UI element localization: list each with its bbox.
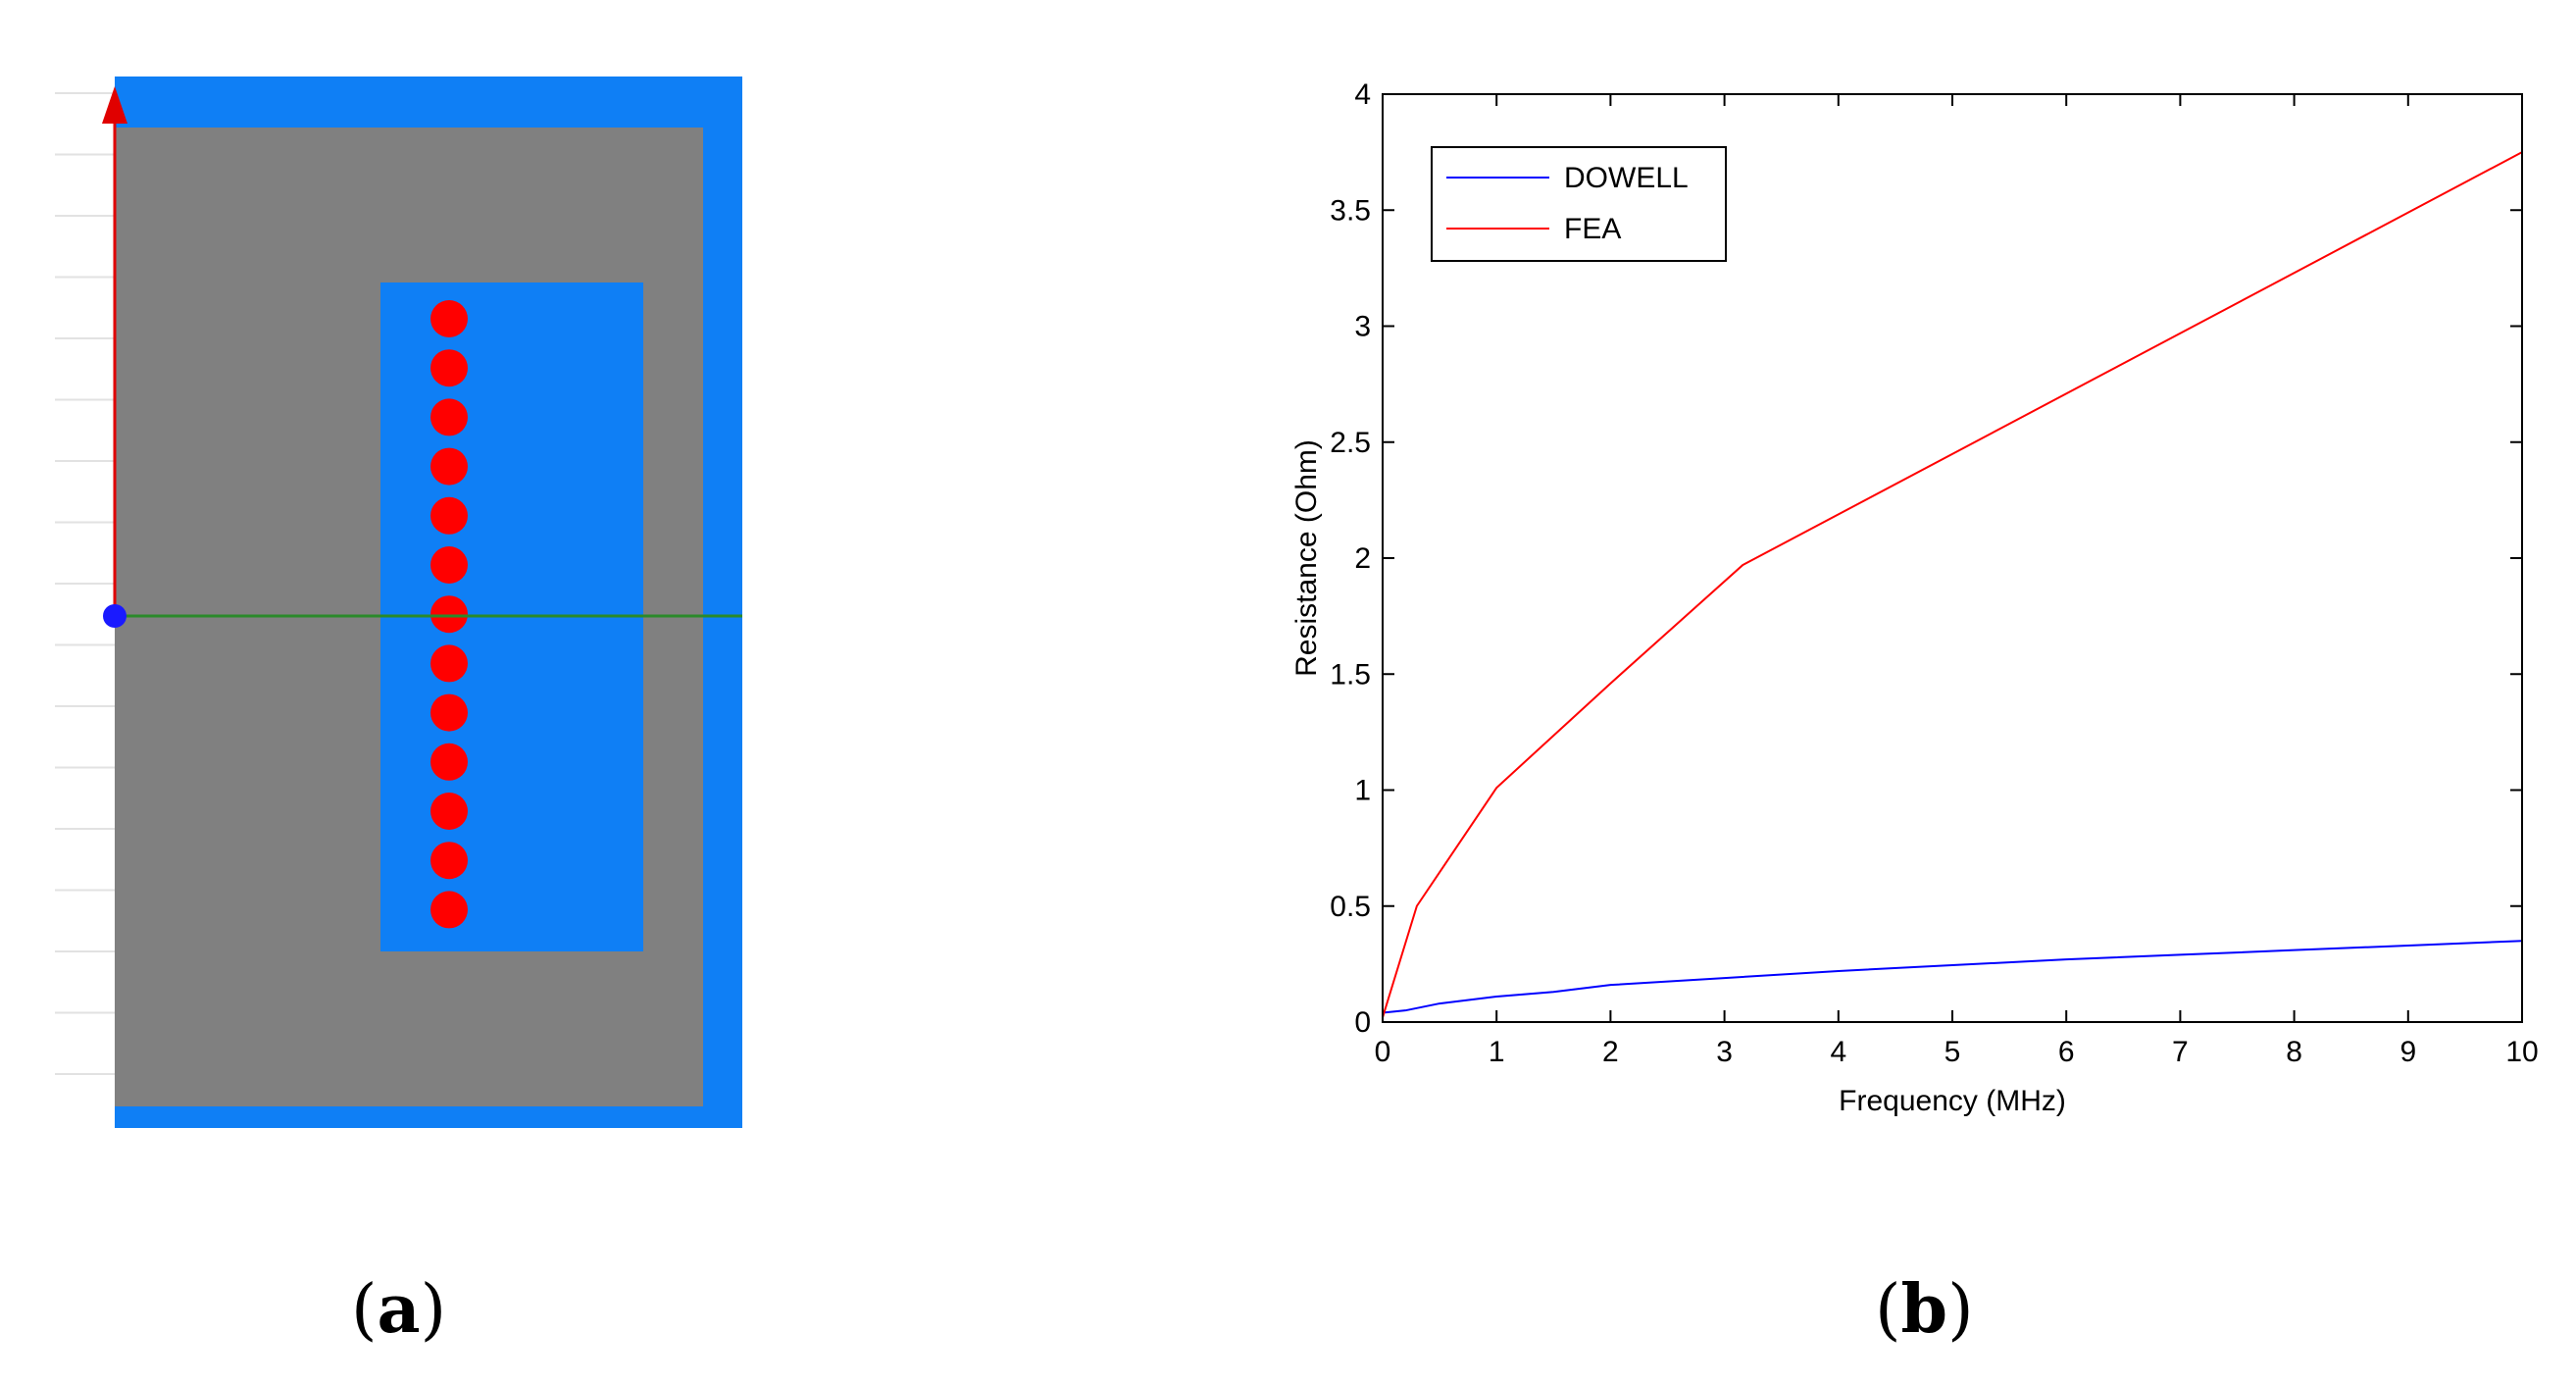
y-tick-label: 4 bbox=[1354, 78, 1371, 111]
series-line-fea bbox=[1382, 151, 2523, 1018]
resistance-chart: 0 1 2 3 4 5 6 7 8 9 10 0 0.5 1 1.5 2 2.5 3 3.5 4 Frequency… bbox=[1290, 78, 2539, 1117]
conductor-dot bbox=[430, 743, 468, 781]
x-tick-label: 6 bbox=[2058, 1036, 2075, 1068]
x-axis-label: Frequency (MHz) bbox=[1839, 1085, 2066, 1117]
y-tick-label: 2.5 bbox=[1330, 427, 1371, 459]
y-tick-label: 3.5 bbox=[1330, 194, 1371, 227]
panel-a bbox=[0, 0, 883, 1379]
y-tick-label: 1.5 bbox=[1330, 658, 1371, 691]
conductor-dot bbox=[430, 842, 468, 880]
caption-b: (b) bbox=[1875, 1270, 1974, 1349]
legend-box bbox=[1431, 146, 1727, 262]
caption-a-letter: a bbox=[377, 1270, 421, 1349]
origin-point bbox=[103, 604, 126, 628]
conductor-dot bbox=[430, 595, 468, 634]
conductors bbox=[430, 300, 468, 929]
legend-label-fea: FEA bbox=[1564, 213, 1621, 245]
x-tick-label: 10 bbox=[2505, 1036, 2538, 1068]
caption-b-letter: b bbox=[1900, 1270, 1948, 1349]
x-tick-label: 4 bbox=[1830, 1036, 1846, 1068]
geometry-figure bbox=[55, 77, 742, 1128]
series-line-dowell bbox=[1382, 940, 2523, 1014]
x-tick-label: 2 bbox=[1602, 1036, 1619, 1068]
conductor-dot bbox=[430, 349, 468, 387]
conductor-dot bbox=[430, 693, 468, 732]
conductor-dot bbox=[430, 300, 468, 337]
y-tick-label: 1 bbox=[1354, 775, 1371, 807]
x-tick-label: 7 bbox=[2172, 1036, 2189, 1068]
caption-a-open: ( bbox=[351, 1271, 378, 1349]
x-tick-label: 1 bbox=[1489, 1036, 1505, 1068]
panel-b: 0 1 2 3 4 5 6 7 8 9 10 0 0.5 1 1.5 2 2.5 3 3.5 4 Frequency… bbox=[1255, 59, 2576, 1138]
conductor-dot bbox=[430, 398, 468, 436]
caption-b-close: ) bbox=[1947, 1271, 1974, 1349]
y-tick-label: 0.5 bbox=[1330, 891, 1371, 923]
y-tick-label: 3 bbox=[1354, 311, 1371, 343]
conductor-dot bbox=[430, 546, 468, 584]
x-tick-label: 3 bbox=[1716, 1036, 1733, 1068]
y-axis-arrow bbox=[102, 86, 127, 124]
conductor-dot bbox=[430, 447, 468, 486]
y-axis-label: Resistance (Ohm) bbox=[1290, 439, 1323, 677]
conductor-dot bbox=[430, 793, 468, 830]
legend-label-dowell: DOWELL bbox=[1564, 162, 1689, 194]
conductor-dot bbox=[430, 644, 468, 683]
x-tick-label: 8 bbox=[2286, 1036, 2302, 1068]
x-tick-label: 9 bbox=[2399, 1036, 2416, 1068]
conductor-dot bbox=[430, 891, 468, 929]
x-tick-label: 0 bbox=[1375, 1036, 1391, 1068]
ruler-ticks bbox=[55, 92, 115, 1075]
x-tick-label: 5 bbox=[1945, 1036, 1961, 1068]
caption-a: (a) bbox=[351, 1270, 446, 1349]
y-tick-label: 0 bbox=[1354, 1006, 1371, 1039]
caption-a-close: ) bbox=[420, 1271, 447, 1349]
conductor-dot bbox=[430, 496, 468, 535]
y-tick-label: 2 bbox=[1354, 542, 1371, 575]
caption-b-open: ( bbox=[1875, 1271, 1901, 1349]
legend: DOWELL FEA bbox=[1431, 146, 1727, 262]
